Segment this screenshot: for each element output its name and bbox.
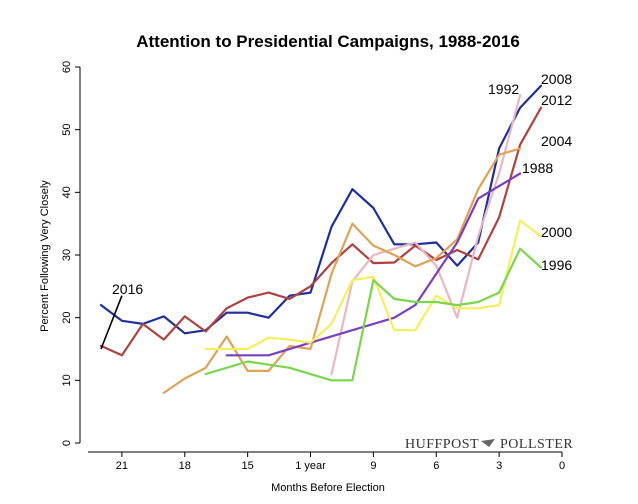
series-label-1996: 1996: [541, 257, 572, 273]
pollster-mark-icon: [481, 439, 495, 447]
chart-title: Attention to Presidential Campaigns, 198…: [136, 32, 520, 51]
series-label-2000: 2000: [541, 224, 572, 240]
series-lines: [99, 84, 543, 394]
series-line-1992: [330, 94, 522, 376]
series-line-2004: [162, 147, 522, 394]
y-tick-label: 60: [61, 61, 73, 73]
x-tick-label: 3: [496, 460, 502, 472]
series-label-2004: 2004: [541, 133, 572, 149]
series-label-2012: 2012: [541, 92, 572, 108]
x-axis-label: Months Before Election: [271, 482, 385, 494]
x-tick-label: 0: [559, 460, 565, 472]
x-tick-label: 21: [116, 460, 128, 472]
y-tick-label: 50: [61, 124, 73, 136]
brand-huffpost: HUFFPOST: [405, 437, 479, 452]
y-tick-label: 0: [61, 440, 73, 446]
series-label-2008: 2008: [541, 71, 572, 87]
brand-logo: HUFFPOST POLLSTER: [405, 437, 573, 452]
series-line-2000: [204, 219, 543, 351]
y-tick-label: 40: [61, 186, 73, 198]
y-tick-label: 10: [61, 374, 73, 386]
series-line-2016: [100, 295, 123, 350]
x-tick-label: 15: [242, 460, 254, 472]
series-label-1988: 1988: [522, 160, 553, 176]
x-tick-label: 18: [179, 460, 191, 472]
series-label-1992: 1992: [488, 81, 519, 97]
series-line-1988: [225, 172, 522, 357]
series-labels: 2008 2012 1992 2004 1988 2000 1996 2016: [112, 71, 572, 297]
series-line-2012: [99, 106, 543, 357]
x-axis: 21 18 15 1 year 9 6 3 0: [88, 451, 565, 472]
series-label-2016: 2016: [112, 281, 143, 297]
y-tick-label: 30: [61, 249, 73, 261]
brand-pollster: POLLSTER: [500, 437, 573, 452]
x-tick-label: 6: [433, 460, 439, 472]
series-line-1996: [204, 247, 543, 382]
y-tick-label: 20: [61, 312, 73, 324]
y-axis: 0 10 20 30 40 50 60: [61, 61, 81, 446]
x-tick-label: 9: [370, 460, 376, 472]
x-tick-label: 1 year: [295, 460, 326, 472]
series-line-2008: [99, 84, 543, 335]
y-axis-label: Percent Following Very Closely: [39, 180, 51, 332]
